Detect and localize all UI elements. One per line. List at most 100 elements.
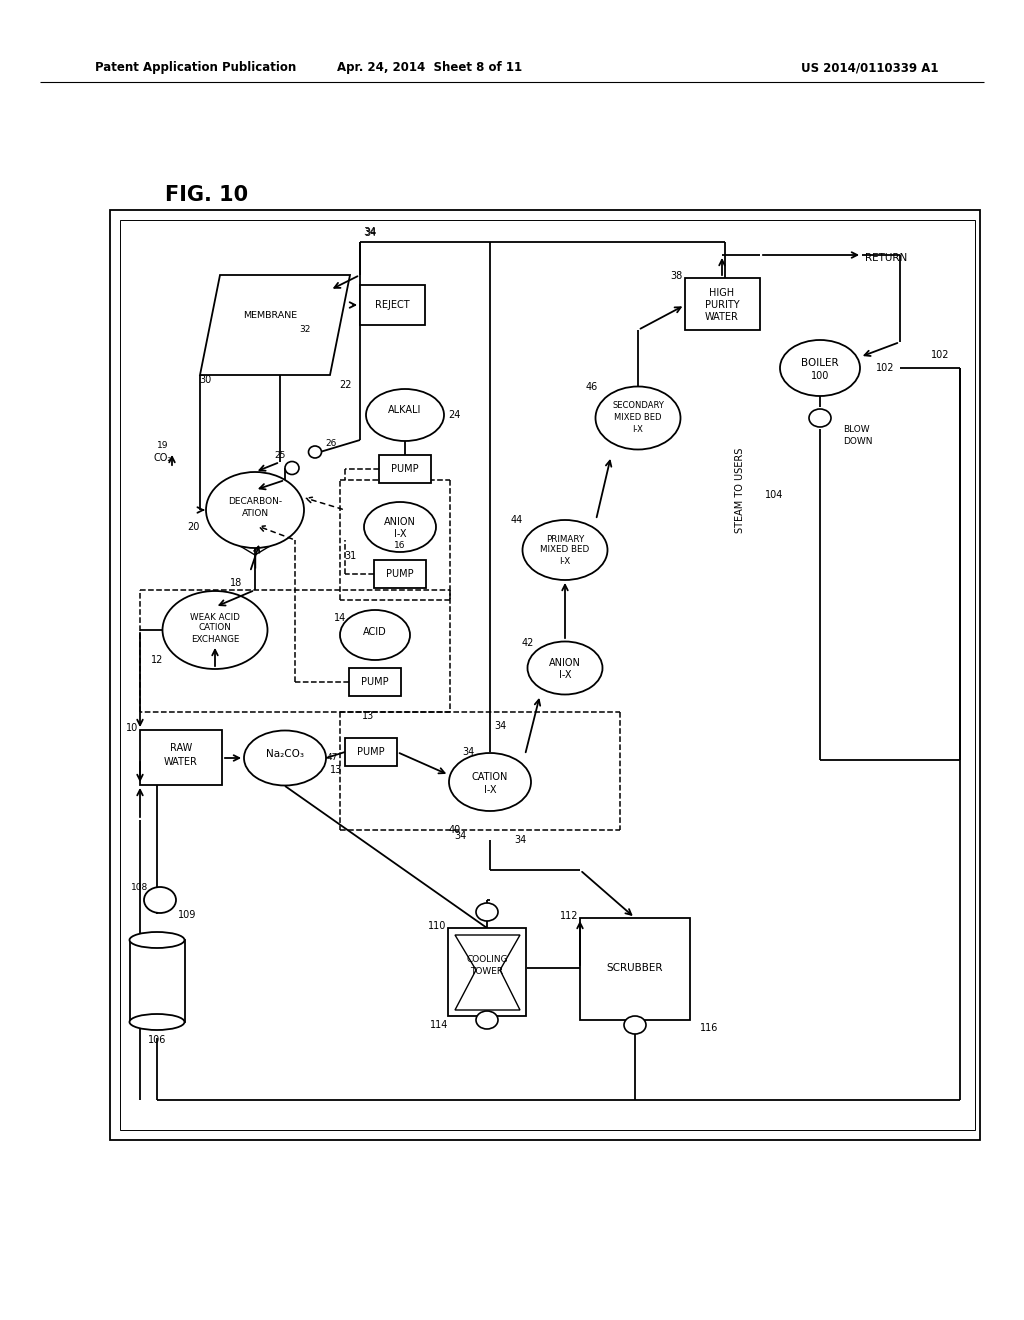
Bar [130,940,185,1022]
Text: BLOW: BLOW [843,425,869,434]
Text: CATION: CATION [199,623,231,632]
Text: 25: 25 [274,451,286,461]
Text: SECONDARY: SECONDARY [612,401,664,411]
Ellipse shape [144,887,176,913]
Text: 14: 14 [334,612,346,623]
Text: 46: 46 [586,381,598,392]
Text: PUMP: PUMP [386,569,414,579]
Text: 40: 40 [449,825,461,836]
Text: MIXED BED: MIXED BED [614,412,662,421]
Text: 106: 106 [147,1035,166,1045]
Text: SCRUBBER: SCRUBBER [607,964,664,973]
Ellipse shape [596,387,681,450]
Text: TOWER: TOWER [470,968,504,977]
Bar [360,285,425,325]
Text: 42: 42 [522,638,535,648]
Text: 34: 34 [364,227,377,238]
Text: REJECT: REJECT [375,300,410,310]
Text: 34: 34 [462,747,474,756]
Text: CATION: CATION [472,772,508,781]
Bar [580,917,690,1020]
Text: 13: 13 [361,711,374,721]
Text: 100: 100 [811,371,829,381]
Ellipse shape [285,462,299,474]
Text: 22: 22 [339,380,351,389]
Bar [449,928,526,1016]
Ellipse shape [476,903,498,921]
Ellipse shape [340,610,410,660]
Text: ACID: ACID [364,627,387,638]
Text: 13: 13 [330,766,342,775]
Text: I-X: I-X [559,671,571,680]
Text: ANION: ANION [384,517,416,527]
Text: PUMP: PUMP [357,747,385,756]
Text: RAW: RAW [170,743,193,752]
Text: CO₂: CO₂ [154,453,172,463]
Text: MEMBRANE: MEMBRANE [243,310,297,319]
Text: 19: 19 [158,441,169,450]
Text: 30: 30 [199,375,211,385]
Bar [379,455,431,483]
Bar [140,730,222,785]
Text: US 2014/0110339 A1: US 2014/0110339 A1 [801,62,939,74]
Text: PURITY: PURITY [705,300,739,310]
Text: 20: 20 [187,521,200,532]
Ellipse shape [308,446,322,458]
Text: WEAK ACID: WEAK ACID [190,612,240,622]
Bar [110,210,980,1140]
Text: 112: 112 [559,911,578,921]
Ellipse shape [366,389,444,441]
Ellipse shape [129,932,184,948]
Ellipse shape [476,1011,498,1030]
Text: PUMP: PUMP [391,465,419,474]
Bar [349,668,401,696]
Text: RETURN: RETURN [865,253,907,263]
Text: WATER: WATER [164,756,198,767]
Text: FIG. 10: FIG. 10 [165,185,248,205]
Text: 34: 34 [454,832,466,841]
Ellipse shape [163,591,267,669]
Bar [345,738,397,766]
Text: 32: 32 [299,326,310,334]
Text: 102: 102 [876,363,895,374]
Text: STEAM TO USERS: STEAM TO USERS [735,447,745,533]
Text: ANION: ANION [549,657,581,668]
Text: 44: 44 [511,515,523,525]
Text: 114: 114 [430,1020,449,1030]
Ellipse shape [624,1016,646,1034]
Text: 104: 104 [765,490,783,500]
Text: 12: 12 [151,655,163,665]
Text: MIXED BED: MIXED BED [541,545,590,554]
Bar [374,560,426,587]
Text: ATION: ATION [242,508,268,517]
Text: ALKALI: ALKALI [388,405,422,414]
Ellipse shape [364,502,436,552]
Text: PUMP: PUMP [361,677,389,686]
Polygon shape [455,935,520,1010]
Ellipse shape [129,1014,184,1030]
Text: 34: 34 [364,228,376,238]
Ellipse shape [206,473,304,548]
Bar [120,220,975,1130]
Text: HIGH: HIGH [710,288,734,298]
Text: 47: 47 [327,754,338,763]
Text: DOWN: DOWN [843,437,872,446]
Text: 38: 38 [671,271,683,281]
Ellipse shape [780,341,860,396]
Text: DECARBON-: DECARBON- [228,496,282,506]
Text: Patent Application Publication: Patent Application Publication [95,62,296,74]
Ellipse shape [449,752,531,810]
Ellipse shape [522,520,607,579]
Text: I-X: I-X [483,785,497,795]
Bar [685,279,760,330]
Text: 116: 116 [700,1023,719,1034]
Text: 110: 110 [428,921,446,931]
Text: 108: 108 [131,883,148,891]
Text: 34: 34 [514,836,526,845]
Text: I-X: I-X [559,557,570,565]
Text: I-X: I-X [633,425,643,433]
Text: PRIMARY: PRIMARY [546,535,584,544]
Text: 18: 18 [230,578,243,587]
Text: 109: 109 [178,909,197,920]
Text: 26: 26 [325,438,336,447]
